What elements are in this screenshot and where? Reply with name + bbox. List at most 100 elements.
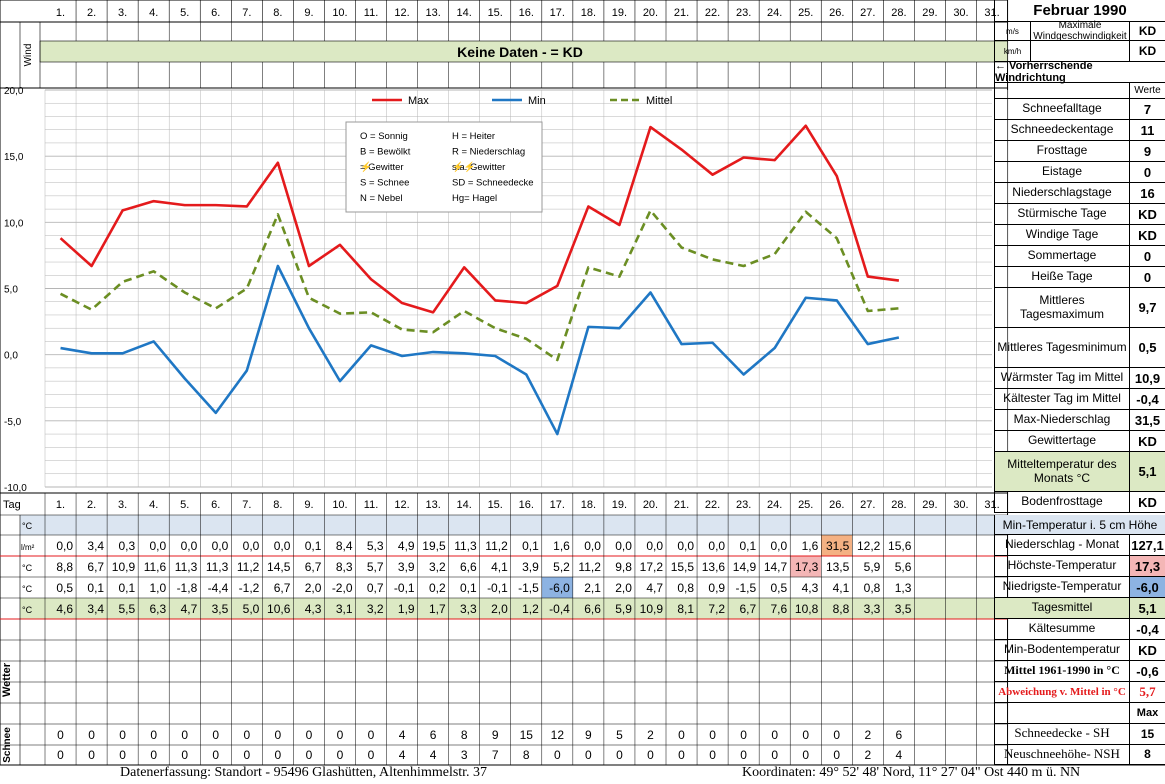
cell-snow-depth: 2	[864, 728, 871, 742]
snow-stat-row: Schneedecke - SH 15	[994, 724, 1165, 745]
cell-tmin: -1,5	[518, 581, 539, 595]
cell-precip: 0,1	[739, 539, 756, 553]
stat-row: Eistage 0	[994, 162, 1165, 183]
tag-label: Tag	[3, 499, 21, 511]
cell-precip: 0,0	[181, 539, 198, 553]
stat-value: 5,1	[1129, 452, 1165, 491]
table-day-label: 22.	[705, 499, 720, 511]
stat-label: Eistage	[1041, 164, 1083, 179]
cell-tmax: 6,7	[87, 560, 104, 574]
cell-tmax: 14,5	[267, 560, 291, 574]
cell-snow-depth: 0	[243, 728, 250, 742]
cell-tmin: 0,5	[56, 581, 73, 595]
y-tick-label: 5,0	[4, 285, 18, 296]
month-stat-value: -0,4	[1129, 619, 1165, 639]
cell-tmean: 3,5	[212, 602, 229, 616]
table-day-label: 24.	[767, 499, 782, 511]
cell-precip: 0,0	[708, 539, 725, 553]
cell-new-snow: 0	[833, 748, 840, 762]
snow-stat-row: Neuschneehöhe- NSH 8	[994, 744, 1165, 765]
cell-precip: 0,0	[677, 539, 694, 553]
cell-snow-depth: 0	[740, 728, 747, 742]
stat-row: Mittleres Tagesminimum 0,5	[994, 328, 1165, 368]
cell-precip: 0,1	[522, 539, 539, 553]
stats-header: Werte	[1129, 83, 1165, 98]
stat-label: Sommertage	[1027, 248, 1097, 263]
cell-precip: 0,0	[646, 539, 663, 553]
table-day-label: 1.	[56, 499, 65, 511]
top-day-label: 9.	[304, 7, 313, 19]
weather-legend-item: N = Nebel	[360, 193, 403, 204]
month-stat-value: 17,3	[1129, 556, 1165, 576]
cell-new-snow: 0	[802, 748, 809, 762]
table-day-label: 27.	[860, 499, 875, 511]
right-panel: Februar 1990 m/s Maximale Windgeschwindig…	[994, 0, 1165, 765]
stat-row: Frosttage 9	[994, 141, 1165, 162]
cell-tmean: 3,2	[367, 602, 384, 616]
month-stat-label: Mittel 1961-1990 in °C	[1004, 663, 1120, 678]
month-stat-value: -6,0	[1129, 577, 1165, 597]
mean-row-fill	[20, 598, 1008, 619]
cell-snow-depth: 0	[771, 728, 778, 742]
cell-tmean: 4,6	[56, 602, 73, 616]
cell-precip: 0,0	[212, 539, 229, 553]
cell-precip: 0,3	[118, 539, 135, 553]
cell-tmin: -1,5	[735, 581, 756, 595]
stat-label: Mitteltemperatur des Monats °C	[1007, 456, 1117, 485]
cell-new-snow: 0	[243, 748, 250, 762]
cell-new-snow: 0	[306, 748, 313, 762]
table-day-label: 18.	[581, 499, 596, 511]
month-stat-label: Höchste-Temperatur	[1007, 558, 1117, 573]
cell-tmax: 11,3	[206, 560, 229, 574]
y-tick-label: 15,0	[4, 152, 24, 163]
stat-value: KD	[1129, 204, 1165, 224]
footer: Datenerfassung: Standort - 95496 Glashüt…	[0, 765, 1165, 784]
cell-snow-depth: 0	[57, 728, 64, 742]
cell-tmax: 5,2	[553, 560, 570, 574]
cell-tmax: 11,6	[144, 560, 167, 574]
wind-max-label: Maximale Windgeschwindigkeit	[1033, 19, 1127, 43]
top-day-label: 3.	[118, 7, 127, 19]
cell-tmean: 6,3	[150, 602, 167, 616]
month-title: Februar 1990	[994, 0, 1165, 22]
cell-new-snow: 0	[678, 748, 685, 762]
cell-tmax: 4,1	[491, 560, 508, 574]
month-stat-label: Kältesumme	[1028, 621, 1096, 636]
wind-unit-kmh: km/h	[995, 41, 1031, 61]
table-day-label: 5.	[180, 499, 189, 511]
cell-snow-depth: 8	[461, 728, 468, 742]
table-day-label: 26.	[829, 499, 844, 511]
cell-precip: 31,5	[826, 539, 850, 553]
weather-legend-box	[345, 121, 543, 213]
unit-label: °C	[22, 584, 33, 594]
cell-tmean: 3,3	[864, 602, 881, 616]
top-day-label: 12.	[394, 7, 409, 19]
cell-tmin: 1,0	[150, 581, 167, 595]
snow-row-label: Schnee	[2, 727, 13, 763]
cell-tmin: 0,1	[460, 581, 477, 595]
weather-legend-item: SD = Schneedecke	[452, 178, 534, 189]
stat-label: Max-Niederschlag	[1013, 412, 1111, 427]
stat-row: Schneefalltage 7	[994, 99, 1165, 120]
month-stat-label: Niederschlag - Monat	[1004, 537, 1120, 552]
stat-row: Heiße Tage 0	[994, 267, 1165, 288]
cell-snow-depth: 15	[520, 728, 534, 742]
top-day-label: 6.	[211, 7, 220, 19]
cell-snow-depth: 9	[585, 728, 592, 742]
cell-new-snow: 4	[399, 748, 406, 762]
cell-tmean: 4,7	[181, 602, 198, 616]
y-tick-label: 20,0	[4, 86, 24, 97]
weather-legend-item: Hg= Hagel	[452, 193, 497, 204]
cell-tmin: -0,1	[394, 581, 415, 595]
soil-row-fill	[20, 515, 1008, 535]
stat-label: Gewittertage	[1027, 433, 1097, 448]
stat-value: 0	[1129, 246, 1165, 266]
table-day-label: 30.	[953, 499, 968, 511]
cell-tmean: 10,6	[267, 602, 291, 616]
cell-tmin: 2,0	[305, 581, 322, 595]
unit-label: °C	[22, 521, 33, 531]
stat-label: Kältester Tag im Mittel	[1003, 391, 1121, 406]
footer-location: Datenerfassung: Standort - 95496 Glashüt…	[120, 765, 488, 780]
top-day-label: 31.	[984, 7, 999, 19]
